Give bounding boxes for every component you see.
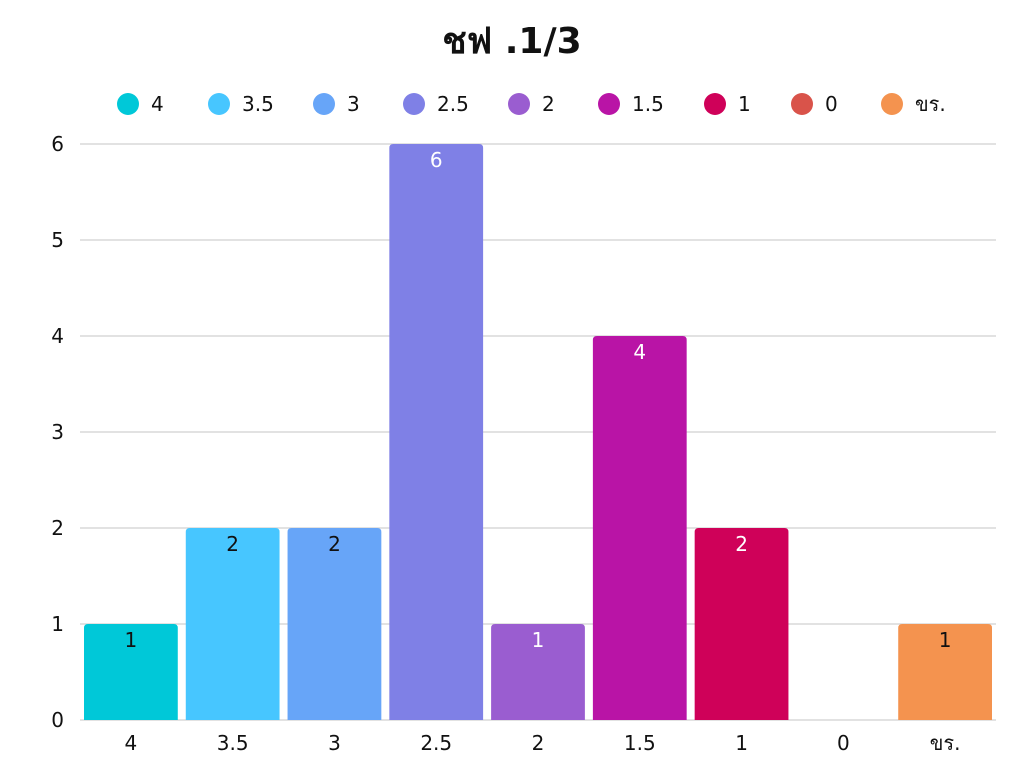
value-label: 1 [939, 628, 952, 652]
legend-item: 2 [508, 88, 555, 120]
bar [592, 336, 687, 720]
value-label: 6 [430, 148, 443, 172]
chart-legend: 4 3.5 3 2.5 2 1.5 1 0 ขร. [0, 88, 1024, 120]
legend-swatch [704, 93, 726, 115]
bar [694, 528, 789, 720]
x-tick-label: 1 [735, 731, 748, 755]
legend-label: 1 [738, 92, 751, 116]
x-tick-label: ขร. [930, 731, 961, 755]
value-label: 1 [532, 628, 545, 652]
bar [287, 528, 382, 720]
value-label: 1 [125, 628, 138, 652]
legend-swatch [881, 93, 903, 115]
legend-swatch [403, 93, 425, 115]
legend-item: 2.5 [403, 88, 469, 120]
y-tick-label: 5 [51, 228, 64, 252]
legend-label: 3.5 [242, 92, 274, 116]
legend-swatch [598, 93, 620, 115]
y-tick-label: 2 [51, 516, 64, 540]
x-tick-label: 3.5 [217, 731, 249, 755]
legend-label: 2 [542, 92, 555, 116]
x-tick-label: 1.5 [624, 731, 656, 755]
value-labels: 1 2 2 6 1 4 2 1 [125, 148, 952, 652]
bars [84, 144, 992, 720]
y-tick-label: 0 [51, 708, 64, 732]
legend-label: ขร. [915, 92, 946, 116]
legend-label: 3 [347, 92, 360, 116]
y-axis-ticks: 0 1 2 3 4 5 6 [51, 132, 64, 732]
legend-item: 3 [313, 88, 360, 120]
legend-swatch [313, 93, 335, 115]
bar [898, 624, 992, 720]
value-label: 2 [226, 532, 239, 556]
value-label: 2 [735, 532, 748, 556]
legend-swatch [508, 93, 530, 115]
legend-label: 1.5 [632, 92, 664, 116]
legend-item: 4 [117, 88, 164, 120]
y-tick-label: 4 [51, 324, 64, 348]
legend-item: 1.5 [598, 88, 664, 120]
legend-swatch [117, 93, 139, 115]
value-label: 2 [328, 532, 341, 556]
bar [185, 528, 280, 720]
y-tick-label: 1 [51, 612, 64, 636]
bar [389, 144, 484, 720]
x-tick-label: 2 [532, 731, 545, 755]
legend-item: 3.5 [208, 88, 274, 120]
y-tick-label: 6 [51, 132, 64, 156]
legend-item: 1 [704, 88, 751, 120]
legend-label: 0 [825, 92, 838, 116]
value-label: 4 [633, 340, 646, 364]
chart-title: ชฟ .1/3 [442, 21, 582, 62]
legend-swatch [791, 93, 813, 115]
bar [84, 624, 178, 720]
legend-item: 0 [791, 88, 838, 120]
x-tick-label: 2.5 [420, 731, 452, 755]
legend-label: 2.5 [437, 92, 469, 116]
x-axis-ticks: 4 3.5 3 2.5 2 1.5 1 0 ขร. [125, 731, 961, 755]
bar [491, 624, 585, 720]
legend-item: ขร. [881, 88, 946, 120]
x-tick-label: 3 [328, 731, 341, 755]
y-tick-label: 3 [51, 420, 64, 444]
x-tick-label: 4 [125, 731, 138, 755]
legend-label: 4 [151, 92, 164, 116]
x-tick-label: 0 [837, 731, 850, 755]
legend-swatch [208, 93, 230, 115]
